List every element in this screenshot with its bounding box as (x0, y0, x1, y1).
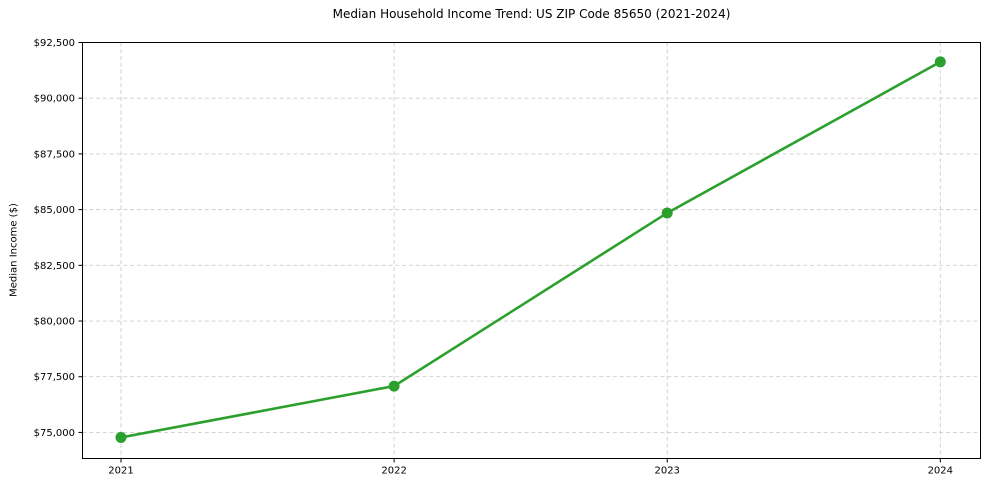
y-tick-label: $80,000 (34, 317, 75, 328)
data-point-2022 (388, 380, 400, 392)
y-tick-label: $90,000 (34, 94, 75, 105)
data-point-2021 (115, 431, 127, 443)
y-tick-label: $75,000 (34, 428, 75, 439)
y-tick-label: $87,500 (34, 149, 75, 160)
x-tick-label: 2021 (108, 466, 133, 477)
x-tick-label: 2024 (928, 466, 953, 477)
x-tick-label: 2023 (654, 466, 679, 477)
series-line (119, 60, 942, 439)
y-axis-label: Median Income ($) (8, 203, 20, 297)
data-point-2023 (661, 207, 673, 219)
y-tick-label: $92,500 (34, 38, 75, 49)
y-tick-label: $82,500 (34, 261, 75, 272)
data-point-2024 (934, 56, 946, 68)
axes-frame (82, 42, 981, 459)
y-tick-label: $85,000 (34, 205, 75, 216)
y-tick-label: $77,500 (34, 372, 75, 383)
chart-title: Median Household Income Trend: US ZIP Co… (332, 7, 731, 21)
x-tick-label: 2022 (381, 466, 406, 477)
